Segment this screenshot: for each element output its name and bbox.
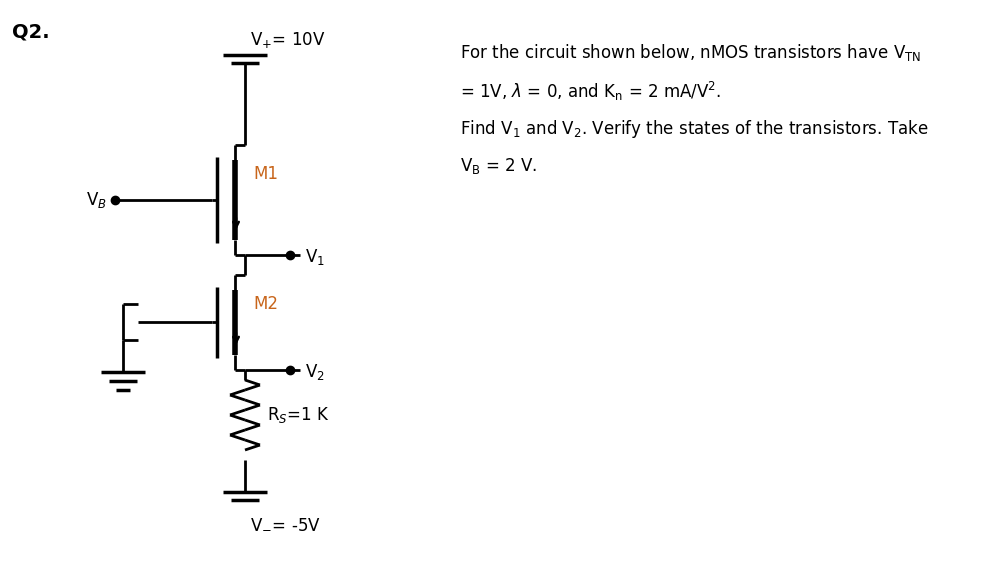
Text: V$_{\rm B}$ = 2 V.: V$_{\rm B}$ = 2 V.: [460, 156, 537, 176]
Text: For the circuit shown below, nMOS transistors have V$_{\rm TN}$: For the circuit shown below, nMOS transi…: [460, 42, 920, 63]
Text: V$_1$: V$_1$: [305, 247, 325, 267]
Text: M2: M2: [253, 295, 278, 313]
Text: Find V$_1$ and V$_2$. Verify the states of the transistors. Take: Find V$_1$ and V$_2$. Verify the states …: [460, 118, 928, 140]
Text: Q2.: Q2.: [12, 22, 49, 41]
Text: = 1V, $\lambda$ = 0, and K$_{\rm n}$ = 2 mA/V$^2$.: = 1V, $\lambda$ = 0, and K$_{\rm n}$ = 2…: [460, 80, 720, 103]
Text: V$_{+}$= 10V: V$_{+}$= 10V: [249, 30, 325, 50]
Text: V$_B$: V$_B$: [86, 190, 107, 210]
Text: M1: M1: [253, 165, 278, 183]
Text: V$_{-}$= -5V: V$_{-}$= -5V: [249, 514, 321, 532]
Text: R$_S$=1 K: R$_S$=1 K: [267, 405, 330, 425]
Text: V$_2$: V$_2$: [305, 362, 325, 382]
